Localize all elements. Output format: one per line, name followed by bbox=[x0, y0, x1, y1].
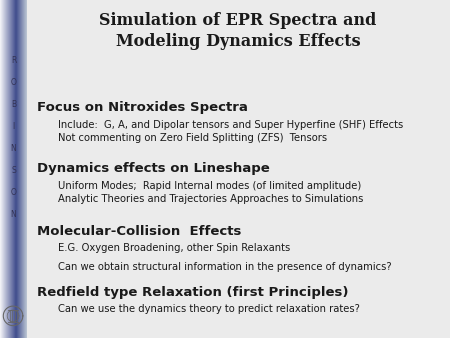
Text: N: N bbox=[11, 210, 17, 219]
Text: Not commenting on Zero Field Splitting (ZFS)  Tensors: Not commenting on Zero Field Splitting (… bbox=[58, 133, 327, 143]
Text: I: I bbox=[13, 122, 15, 131]
Text: Can we use the dynamics theory to predict relaxation rates?: Can we use the dynamics theory to predic… bbox=[58, 304, 360, 314]
Text: Redfield type Relaxation (first Principles): Redfield type Relaxation (first Principl… bbox=[37, 286, 348, 298]
Text: S: S bbox=[11, 166, 16, 175]
Text: Focus on Nitroxides Spectra: Focus on Nitroxides Spectra bbox=[37, 101, 248, 114]
Text: E.G. Oxygen Broadening, other Spin Relaxants: E.G. Oxygen Broadening, other Spin Relax… bbox=[58, 243, 290, 254]
Text: Can we obtain structural information in the presence of dynamics?: Can we obtain structural information in … bbox=[58, 262, 392, 272]
Text: Analytic Theories and Trajectories Approaches to Simulations: Analytic Theories and Trajectories Appro… bbox=[58, 194, 363, 204]
Text: Simulation of EPR Spectra and
Modeling Dynamics Effects: Simulation of EPR Spectra and Modeling D… bbox=[99, 12, 377, 50]
Text: Dynamics effects on Lineshape: Dynamics effects on Lineshape bbox=[37, 162, 270, 175]
Text: O: O bbox=[11, 188, 17, 197]
Text: N: N bbox=[11, 144, 17, 153]
Text: O: O bbox=[11, 78, 17, 87]
Text: Molecular-Collision  Effects: Molecular-Collision Effects bbox=[37, 225, 241, 238]
Text: R: R bbox=[11, 56, 16, 65]
Text: Uniform Modes;  Rapid Internal modes (of limited amplitude): Uniform Modes; Rapid Internal modes (of … bbox=[58, 181, 361, 191]
Text: Include:  G, A, and Dipolar tensors and Super Hyperfine (SHF) Effects: Include: G, A, and Dipolar tensors and S… bbox=[58, 120, 403, 130]
Text: B: B bbox=[11, 100, 16, 109]
